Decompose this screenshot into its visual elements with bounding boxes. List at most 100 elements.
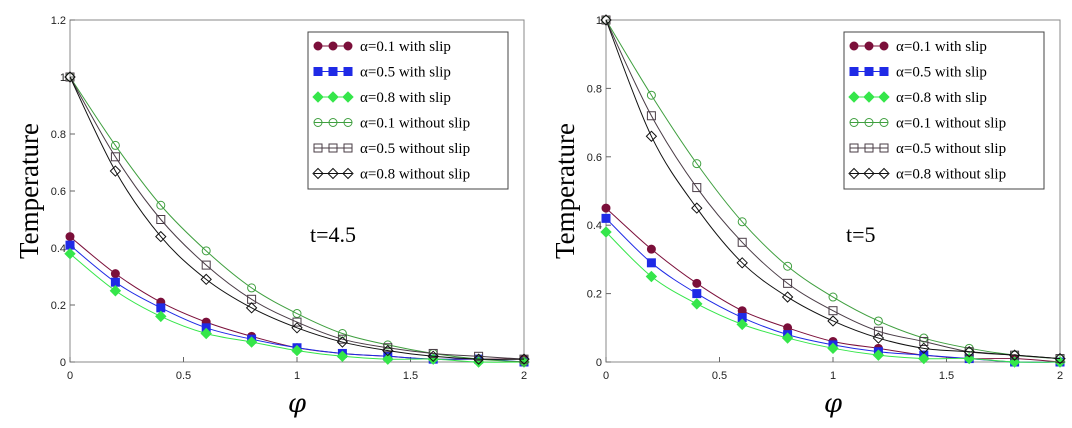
legend-marker [313, 143, 323, 153]
data-point [110, 269, 120, 279]
legend-label: α=0.5 without slip [360, 141, 470, 157]
x-tick-label: 1.5 [403, 370, 418, 382]
data-point [736, 318, 748, 331]
series-line [69, 236, 524, 360]
legend-label: α=0.1 with slip [896, 39, 987, 55]
x-axis-label: φ [824, 389, 843, 419]
y-axis-label: Temperature [550, 123, 580, 259]
legend-label: α=0.8 with slip [360, 90, 451, 106]
data-point [247, 283, 257, 293]
y-tick-label: 1.2 [51, 15, 66, 27]
data-point [692, 289, 702, 299]
series-line [69, 76, 525, 360]
legend-label: α=0.8 without slip [360, 167, 470, 183]
data-point [156, 303, 166, 313]
x-tick-label: 1 [830, 370, 836, 382]
legend-marker [312, 91, 324, 103]
series-2 [600, 226, 1066, 368]
y-tick-label: 0.8 [51, 129, 66, 141]
data-point [110, 277, 120, 287]
legend-marker [864, 41, 874, 51]
data-point [472, 353, 485, 365]
data-point [645, 270, 658, 283]
data-point [291, 322, 303, 334]
data-point [873, 316, 883, 326]
data-point [692, 159, 702, 169]
y-tick-label: 0.2 [51, 300, 66, 312]
y-tick-label: 0.6 [587, 152, 602, 164]
legend-marker [328, 143, 338, 153]
legend-entry: α=0.5 without slip [849, 141, 1006, 157]
data-point [109, 285, 122, 297]
legend-marker [313, 41, 323, 51]
x-tick-label: 0 [67, 370, 73, 382]
data-point [336, 336, 349, 348]
legend-label: α=0.5 without slip [896, 141, 1006, 157]
series-5 [64, 71, 530, 365]
legend-label: α=0.1 without slip [896, 116, 1006, 132]
legend-marker [343, 143, 353, 153]
data-point [156, 215, 166, 224]
x-tick-label: 0.5 [176, 370, 191, 382]
data-point [873, 326, 883, 336]
data-point [292, 317, 302, 327]
legend-entry: α=0.8 with slip [848, 90, 987, 106]
legend-marker [879, 67, 889, 76]
legend-marker [878, 91, 890, 103]
data-point [737, 217, 747, 227]
legend: α=0.1 with slip α=0.5 with slip α=0.8 with… [843, 31, 1045, 190]
x-tick-label: 0 [603, 370, 609, 382]
data-point [427, 350, 439, 363]
legend-marker [864, 67, 874, 76]
legend-marker [849, 118, 859, 127]
data-point [646, 111, 656, 121]
data-point [201, 260, 211, 270]
legend-marker [342, 91, 354, 103]
legend-marker [878, 167, 890, 180]
legend-marker [343, 41, 353, 51]
legend-label: α=0.8 with slip [896, 90, 987, 106]
chart-panel-left: 0 0.5 1 1.5 2 0 0.2 0.4 0.6 0.8 1 1.2 Temperature φ t=… [14, 15, 530, 419]
data-point [200, 327, 212, 340]
time-annotation: t=4.5 [310, 222, 356, 247]
legend-marker [849, 41, 859, 51]
x-tick-label: 0.5 [712, 370, 727, 382]
data-point [691, 202, 703, 214]
legend-marker [328, 41, 338, 51]
y-tick-label: 0.4 [51, 243, 66, 255]
data-point [646, 90, 656, 100]
y-tick-label: 0.6 [51, 186, 66, 198]
legend-marker [863, 167, 875, 180]
series-line [605, 19, 1061, 360]
legend-marker [327, 91, 339, 103]
legend-marker [328, 118, 338, 127]
y-tick-label: 0 [596, 357, 602, 369]
legend-marker [312, 167, 324, 180]
data-point [828, 306, 838, 316]
legend-label: α=0.5 with slip [896, 65, 987, 81]
data-point [245, 336, 258, 348]
data-point [65, 72, 75, 82]
data-point [736, 257, 748, 269]
data-point [645, 130, 658, 142]
data-point [963, 346, 975, 358]
data-point [601, 213, 611, 223]
legend-marker [879, 143, 889, 153]
data-point [872, 349, 885, 361]
y-tick-label: 1 [596, 15, 602, 27]
legend-entry: α=0.5 with slip [313, 65, 451, 81]
series-2 [64, 247, 530, 368]
data-point [110, 140, 120, 150]
legend-marker [879, 41, 889, 51]
legend-marker [313, 118, 323, 127]
chart-0-svg: 0 0.5 1 1.5 2 0 0.2 0.4 0.6 0.8 1 1.2 Temperature φ t=… [14, 15, 530, 419]
data-point [518, 353, 530, 365]
legend-entry: α=0.8 without slip [848, 167, 1006, 183]
data-point [155, 310, 167, 323]
data-point [64, 247, 76, 260]
legend-label: α=0.1 with slip [360, 39, 451, 55]
data-point [919, 336, 929, 346]
x-tick-label: 1.5 [939, 370, 954, 382]
legend-box [843, 31, 1045, 190]
legend-label: α=0.8 without slip [896, 167, 1006, 183]
